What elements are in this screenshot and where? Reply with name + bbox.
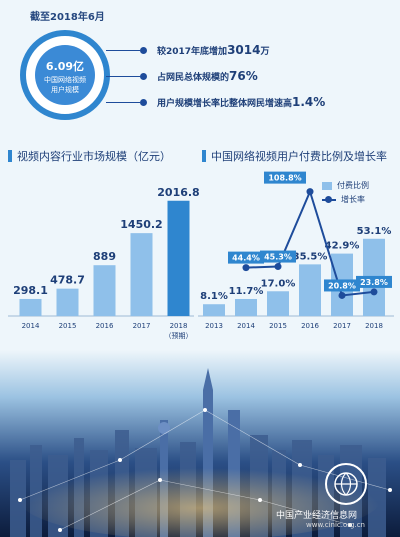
x-tick-label: 2015 bbox=[59, 322, 77, 330]
stat-prefix: 用户规模增长率比整体网民增速高 bbox=[157, 99, 293, 109]
stat-highlight: 1.4% bbox=[292, 95, 326, 109]
growth-data-label: 44.4% bbox=[232, 254, 260, 263]
legend-swatch bbox=[322, 181, 332, 190]
x-tick-label: 2016 bbox=[301, 322, 319, 330]
data-label: 298.1 bbox=[13, 284, 48, 297]
user-scale-circle: 6.09亿 中国网络视频 用户规模 bbox=[20, 30, 110, 120]
x-tick-label: 2014 bbox=[22, 322, 40, 330]
data-label: 1450.2 bbox=[120, 218, 162, 231]
connector-line bbox=[106, 50, 140, 51]
paying-ratio-chart: 8.1% 2013 11.7% 2014 17.0% 2015 35.5% 2016 42.9%… bbox=[198, 171, 394, 330]
legend-label: 增长率 bbox=[341, 195, 365, 204]
user-scale-label-line2: 用户规模 bbox=[51, 86, 79, 94]
growth-data-label: 20.8% bbox=[328, 281, 356, 290]
user-scale-badge: 6.09亿 中国网络视频 用户规模 bbox=[35, 45, 95, 105]
growth-rate-point bbox=[242, 264, 250, 272]
stat-item-increase: 较2017年底增加3014万 bbox=[140, 40, 269, 60]
bar bbox=[19, 298, 42, 316]
bar bbox=[267, 291, 289, 316]
stat-item-share: 占网民总体规模的76% bbox=[140, 66, 258, 86]
legend-label: 付费比例 bbox=[337, 181, 369, 190]
legend-item-paying: 付费比例 bbox=[322, 180, 369, 191]
cinic-logo bbox=[325, 463, 367, 505]
x-tick-label: 2014 bbox=[237, 322, 255, 330]
chart-title-paying: 中国网络视频用户付费比例及增长率 bbox=[202, 148, 387, 164]
growth-rate-point bbox=[370, 288, 378, 296]
city-skyline-image bbox=[0, 350, 400, 537]
stat-highlight: 76% bbox=[229, 69, 258, 83]
x-tick-label: 2015 bbox=[269, 322, 287, 330]
bullet-icon bbox=[140, 98, 147, 106]
bar bbox=[167, 200, 190, 316]
bar bbox=[130, 233, 153, 316]
connector-line bbox=[106, 76, 140, 77]
x-tick-label: 2018 bbox=[365, 322, 383, 330]
bullet-icon bbox=[140, 72, 147, 80]
growth-label-box bbox=[260, 250, 296, 263]
growth-label-box bbox=[356, 275, 392, 288]
bar bbox=[93, 265, 116, 316]
stat-suffix: 万 bbox=[260, 47, 270, 57]
stat-highlight: 3014 bbox=[227, 43, 261, 57]
bar bbox=[299, 264, 321, 316]
data-label: 889 bbox=[93, 250, 116, 263]
growth-data-label: 108.8% bbox=[268, 174, 301, 183]
watermark-text: 中国产业经济信息网 bbox=[276, 511, 358, 521]
growth-label-box bbox=[264, 171, 306, 184]
data-label: 35.5% bbox=[293, 251, 328, 262]
growth-label-box bbox=[228, 251, 264, 264]
growth-data-label: 23.8% bbox=[360, 278, 388, 287]
bar bbox=[203, 304, 225, 316]
growth-rate-point bbox=[306, 188, 314, 196]
bar bbox=[235, 298, 257, 316]
growth-label-box bbox=[324, 279, 360, 292]
x-tick-label: 2017 bbox=[333, 322, 351, 330]
data-label: 2016.8 bbox=[157, 186, 199, 199]
data-label: 17.0% bbox=[261, 278, 296, 289]
data-label: 478.7 bbox=[50, 274, 85, 287]
watermark-url: www.cinic.org.cn bbox=[306, 521, 365, 529]
data-label: 53.1% bbox=[357, 226, 392, 237]
bullet-icon bbox=[140, 46, 147, 54]
globe-icon bbox=[334, 472, 358, 496]
growth-rate-point bbox=[338, 291, 346, 299]
user-scale-label-line1: 中国网络视频 bbox=[44, 76, 86, 84]
legend-line-marker bbox=[322, 195, 336, 203]
x-tick-sublabel: （预期） bbox=[165, 331, 193, 340]
x-tick-label: 2016 bbox=[96, 322, 114, 330]
x-tick-label: 2013 bbox=[205, 322, 223, 330]
market-size-bar-chart: 298.1 2014 478.7 2015 889 2016 1450.2 2017 2016.… bbox=[8, 186, 200, 340]
growth-rate-point bbox=[274, 263, 282, 271]
data-label: 11.7% bbox=[229, 286, 264, 297]
user-scale-value: 6.09亿 bbox=[45, 60, 85, 73]
data-label: 8.1% bbox=[200, 291, 228, 302]
stat-prefix: 较2017年底增加 bbox=[157, 47, 228, 57]
x-tick-label: 2018 bbox=[170, 322, 188, 330]
chart-title-market: 视频内容行业市场规模（亿元） bbox=[8, 148, 171, 164]
connector-line bbox=[106, 102, 140, 103]
data-label: 42.9% bbox=[325, 241, 360, 252]
stat-item-growth: 用户规模增长率比整体网民增速高1.4% bbox=[140, 92, 325, 112]
growth-data-label: 45.3% bbox=[264, 253, 292, 262]
legend-item-growth: 增长率 bbox=[322, 194, 365, 205]
date-label: 截至2018年6月 bbox=[30, 12, 105, 23]
bar bbox=[56, 288, 79, 316]
x-tick-label: 2017 bbox=[133, 322, 151, 330]
stat-prefix: 占网民总体规模的 bbox=[157, 73, 230, 83]
